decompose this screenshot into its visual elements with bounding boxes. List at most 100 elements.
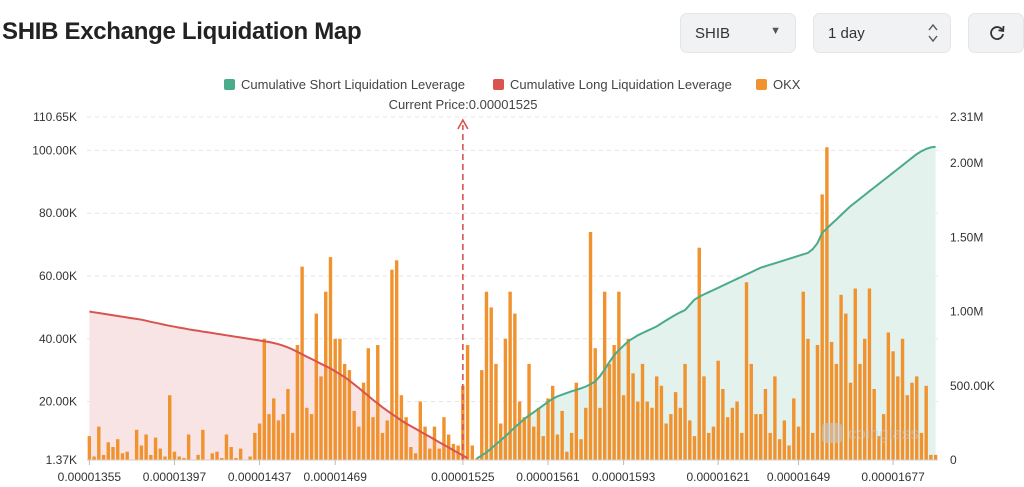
okx-bar: [352, 410, 356, 460]
page-title: SHIB Exchange Liquidation Map: [2, 18, 362, 45]
okx-bar: [811, 432, 815, 460]
okx-bar: [881, 414, 886, 460]
okx-bar: [588, 232, 593, 460]
y-left-tick-label: 1.37K: [46, 453, 77, 467]
okx-bar: [163, 456, 167, 460]
okx-bar: [111, 447, 115, 460]
okx-bar: [508, 291, 512, 460]
okx-bar: [290, 432, 295, 460]
okx-bar: [215, 451, 219, 460]
symbol-select[interactable]: SHIB ▼: [680, 13, 796, 53]
okx-bar: [390, 269, 394, 460]
okx-bar: [569, 432, 574, 460]
okx-bar: [692, 436, 697, 460]
okx-bar: [683, 363, 687, 460]
okx-bar: [399, 395, 404, 460]
refresh-button[interactable]: [968, 13, 1024, 53]
okx-bar: [314, 313, 318, 460]
okx-bar: [413, 453, 418, 460]
x-tick-label: 0.00001561: [516, 470, 580, 482]
okx-bar: [428, 448, 432, 460]
okx-bar: [607, 363, 612, 460]
okx-bar: [617, 291, 621, 460]
okx-bar: [574, 382, 579, 460]
y-left-tick-label: 60.00K: [39, 269, 77, 283]
range-select[interactable]: 1 day: [813, 13, 951, 53]
okx-bar: [730, 407, 735, 460]
okx-bar: [172, 451, 177, 460]
okx-bar: [257, 423, 262, 460]
short-liquidation-line: [476, 145, 936, 460]
legend-label-long[interactable]: Cumulative Long Liquidation Leverage: [510, 77, 732, 92]
range-select-value: 1 day: [828, 25, 865, 42]
okx-bar: [361, 382, 366, 460]
okx-bar: [139, 445, 144, 460]
legend-label-okx[interactable]: OKX: [773, 77, 801, 92]
okx-bar: [612, 345, 616, 460]
legend-label-short[interactable]: Cumulative Short Liquidation Leverage: [241, 77, 465, 92]
x-tick-label: 0.00001437: [228, 470, 292, 482]
liquidation-chart: 1.37K 20.00K 40.00K 60.00K 80.00K 100.00K 110.…: [0, 70, 1024, 484]
okx-bar: [480, 370, 484, 460]
x-tick-label: 0.00001397: [143, 470, 207, 482]
okx-bar: [475, 458, 479, 460]
okx-bar: [636, 401, 640, 460]
okx-bar: [768, 432, 772, 460]
y-right-tick-label: 1.00M: [950, 305, 983, 319]
okx-bar: [451, 443, 456, 460]
okx-bar: [565, 451, 569, 460]
okx-bar: [711, 426, 716, 460]
okx-bar: [725, 417, 730, 460]
okx-bar: [470, 445, 475, 460]
okx-bar: [210, 453, 214, 460]
x-tick-label: 0.00001677: [861, 470, 925, 482]
current-price-label: Current Price:0.00001525: [389, 97, 538, 112]
okx-bar: [763, 389, 768, 460]
okx-bar: [404, 417, 408, 460]
okx-bar: [489, 307, 493, 460]
okx-bar: [120, 453, 125, 460]
y-right-tick-label: 2.31M: [950, 110, 983, 124]
okx-bar: [229, 447, 233, 460]
okx-bar: [461, 385, 465, 460]
okx-bar: [532, 426, 536, 460]
okx-bar: [796, 426, 801, 460]
okx-bar: [773, 376, 777, 460]
okx-bar: [716, 360, 720, 460]
okx-bar: [844, 313, 848, 460]
okx-bar: [338, 338, 342, 460]
okx-bar: [182, 458, 186, 460]
okx-bar: [744, 282, 749, 460]
okx-bar: [116, 439, 120, 460]
okx-bar: [645, 401, 649, 460]
okx-bar: [196, 454, 200, 460]
x-tick-label: 0.00001593: [592, 470, 656, 482]
x-tick-label: 0.00001355: [58, 470, 122, 482]
okx-bar: [896, 376, 900, 460]
line-layer: [89, 145, 936, 460]
y-left-tick-label: 20.00K: [39, 395, 77, 409]
updown-chevron-icon: [928, 23, 938, 43]
coinglass-logo-icon: [822, 423, 842, 443]
okx-bar: [253, 432, 257, 460]
okx-bar: [224, 434, 229, 460]
x-tick-label: 0.00001649: [767, 470, 831, 482]
okx-bar: [498, 423, 503, 460]
okx-bar: [735, 401, 739, 460]
okx-bar: [158, 448, 162, 460]
long-liquidation-line: [89, 310, 469, 460]
okx-bar: [92, 456, 96, 460]
okx-bar: [801, 291, 805, 460]
okx-bar: [527, 363, 531, 460]
okx-bar: [886, 332, 891, 460]
okx-bar: [153, 437, 158, 460]
okx-bar: [442, 417, 446, 460]
y-left-tick-label: 100.00K: [32, 143, 77, 157]
okx-bar: [631, 373, 635, 460]
okx-bar: [777, 439, 782, 460]
okx-bar: [423, 426, 427, 460]
okx-bar: [721, 389, 725, 460]
okx-bar: [621, 395, 626, 460]
okx-bar: [825, 147, 829, 461]
okx-bar: [905, 395, 909, 460]
